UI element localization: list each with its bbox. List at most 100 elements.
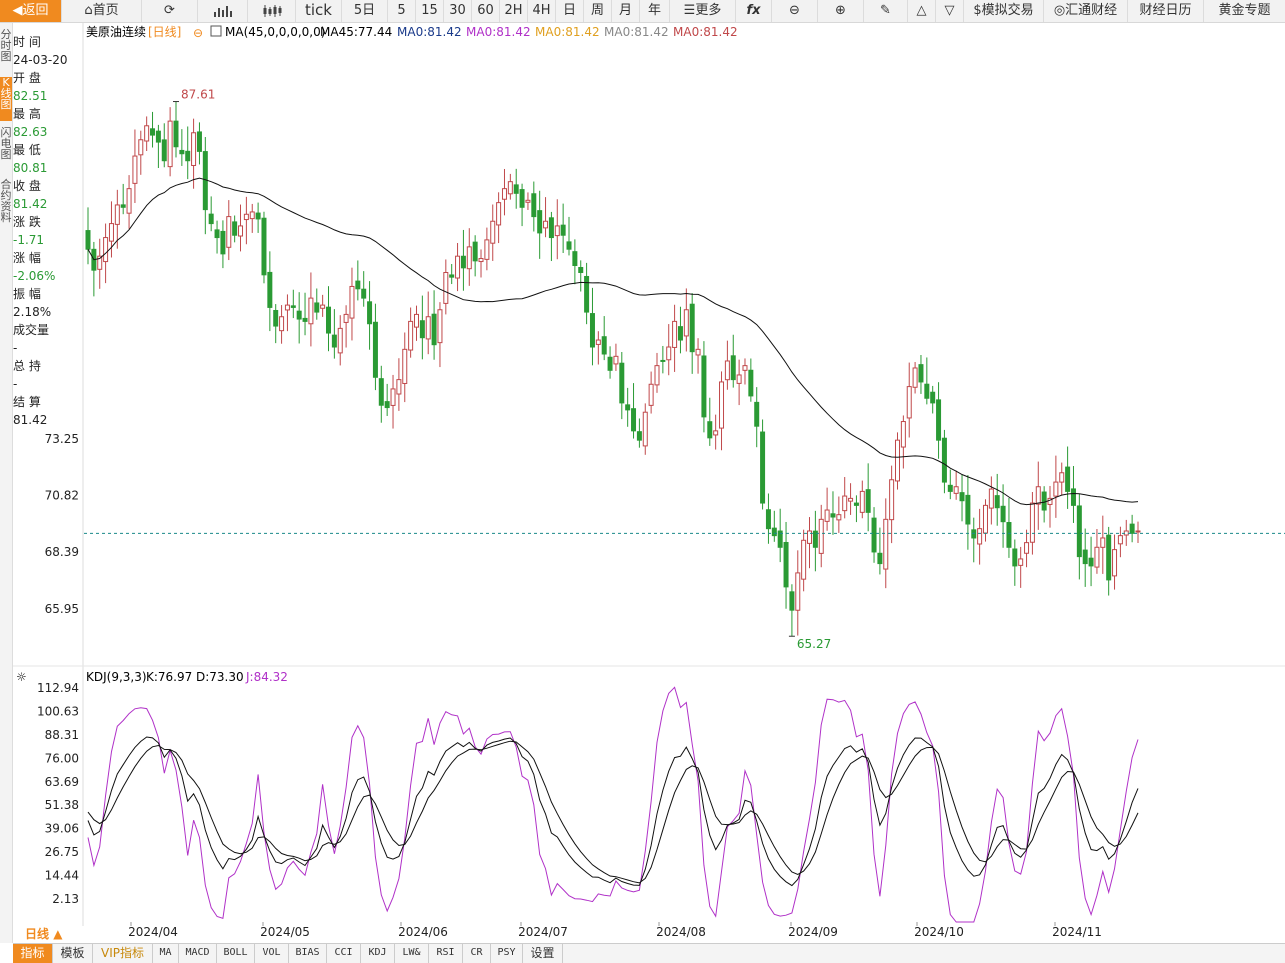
candle-body [824,509,830,522]
tab-rsi[interactable]: RSI [429,944,463,963]
back-button[interactable]: ◀返回 [0,0,62,22]
tab-vol[interactable]: VOL [255,944,289,963]
candle-body [396,379,402,395]
candle-body [1094,546,1100,568]
candle-body [1006,522,1012,548]
tab-bias[interactable]: BIAS [289,944,327,963]
candle-body [232,221,238,236]
period-60min[interactable]: 60 [472,0,500,22]
instrument-name: 美原油连续 [86,24,146,39]
oi-label: 总 持 [13,359,41,373]
kdj-k-line [87,736,1139,887]
tab-indicator[interactable]: 指标 [13,944,53,963]
period-2h[interactable]: 2H [500,0,528,22]
candle-body [636,431,642,441]
home-button[interactable]: ⌂首页 [62,0,142,22]
draw-button[interactable]: ✎ [864,0,908,22]
ma0-value-5: MA0:81.42 [673,25,738,39]
period-selector[interactable]: 日线 ▲ [25,927,63,941]
candle-body [191,132,197,166]
candle-body [959,492,965,502]
period-5min[interactable]: 5 [388,0,416,22]
settings-dot-icon[interactable]: ⊖ [193,26,203,40]
candle-body [290,305,296,308]
candle-body [196,131,202,152]
candle-body [1047,497,1053,505]
period-week[interactable]: 周 [584,0,612,22]
tick-button[interactable]: tick [296,0,342,22]
huitong-button[interactable]: ◎汇通财经 [1044,0,1128,22]
formula-button[interactable]: fx [736,0,772,22]
period-4h[interactable]: 4H [528,0,556,22]
price-axis: 73.25 70.82 68.39 65.95 [45,432,79,616]
tab-psy[interactable]: PSY [491,944,523,963]
tab-vip[interactable]: VIP指标 [93,944,153,963]
tab-kdj[interactable]: KDJ [361,944,395,963]
candle-body [965,494,971,525]
candle-body [261,217,267,276]
period-month[interactable]: 月 [612,0,640,22]
down-triangle-button[interactable]: ▽ [936,0,964,22]
chart-type-button[interactable] [198,0,248,22]
candle-body [138,139,144,156]
tab-settings[interactable]: 设置 [523,944,563,963]
candle-body [279,316,285,332]
candle-body [413,313,419,328]
up-triangle-button[interactable]: △ [908,0,936,22]
candle-body [478,258,484,263]
ma-indicator-icon[interactable] [210,25,222,37]
period-day[interactable]: 日 [556,0,584,22]
refresh-button[interactable]: ⟳ [142,0,198,22]
gold-button[interactable]: 黄金专题 [1218,3,1271,18]
period-15min[interactable]: 15 [416,0,444,22]
candle-body [742,365,748,371]
candle-body [97,255,103,270]
candle-body [912,367,918,388]
candle-body [848,497,854,502]
date-tick-label: 2024/09 [788,925,838,939]
candle-body [566,241,572,250]
period-year[interactable]: 年 [640,0,670,22]
candle-body [941,437,947,483]
tab-ma[interactable]: MA [153,944,179,963]
tab-flash[interactable]: 闪电图 [0,126,12,161]
top-toolbar: ◀返回 ⌂首页 ⟳ tick 5日 5 15 30 60 2H 4H 日 周 月… [0,0,1285,23]
candle-body [1000,505,1006,523]
calendar-button[interactable]: 财经日历 [1128,0,1204,22]
tab-cr[interactable]: CR [463,944,491,963]
candle-body [525,199,531,203]
change-value: -1.71 [13,233,45,247]
candle-body [930,391,936,404]
candle-type-button[interactable] [248,0,296,22]
candle-body [337,327,343,354]
tab-kline[interactable]: K线图 [0,77,12,121]
change-label: 涨 跌 [13,215,41,229]
candle-body [490,220,496,244]
ma45-line [87,177,1139,506]
min-price-label: 65.27 [797,637,831,651]
candle-body [455,255,461,279]
tab-timeshare[interactable]: 分时图 [0,28,12,63]
candle-body [812,530,818,548]
tab-lw[interactable]: LW& [395,944,429,963]
tab-macd[interactable]: MACD [179,944,217,963]
candle-body [554,225,560,237]
kdj-axis: 112.94 100.63 88.31 76.00 63.69 51.38 39.06 26.… [37,681,79,906]
tab-template[interactable]: 模板 [53,944,93,963]
period-5day[interactable]: 5日 [342,0,388,22]
sim-trade-button[interactable]: $模拟交易 [964,0,1044,22]
zoom-out-button[interactable]: ⊖ [772,0,818,22]
candle-body [1082,549,1088,565]
bar-chart-icon [213,5,232,17]
period-30min[interactable]: 30 [444,0,472,22]
candle-body [296,310,302,320]
tab-boll[interactable]: BOLL [217,944,255,963]
tab-contract[interactable]: 合约资料 [0,178,12,224]
refresh-icon: ⟳ [164,3,175,18]
candle-body [331,334,337,348]
more-button[interactable]: ☰更多 [670,0,736,22]
zoom-in-button[interactable]: ⊕ [818,0,864,22]
tab-cci[interactable]: CCI [327,944,361,963]
kdj-settings-icon[interactable]: ☼ [16,670,27,684]
